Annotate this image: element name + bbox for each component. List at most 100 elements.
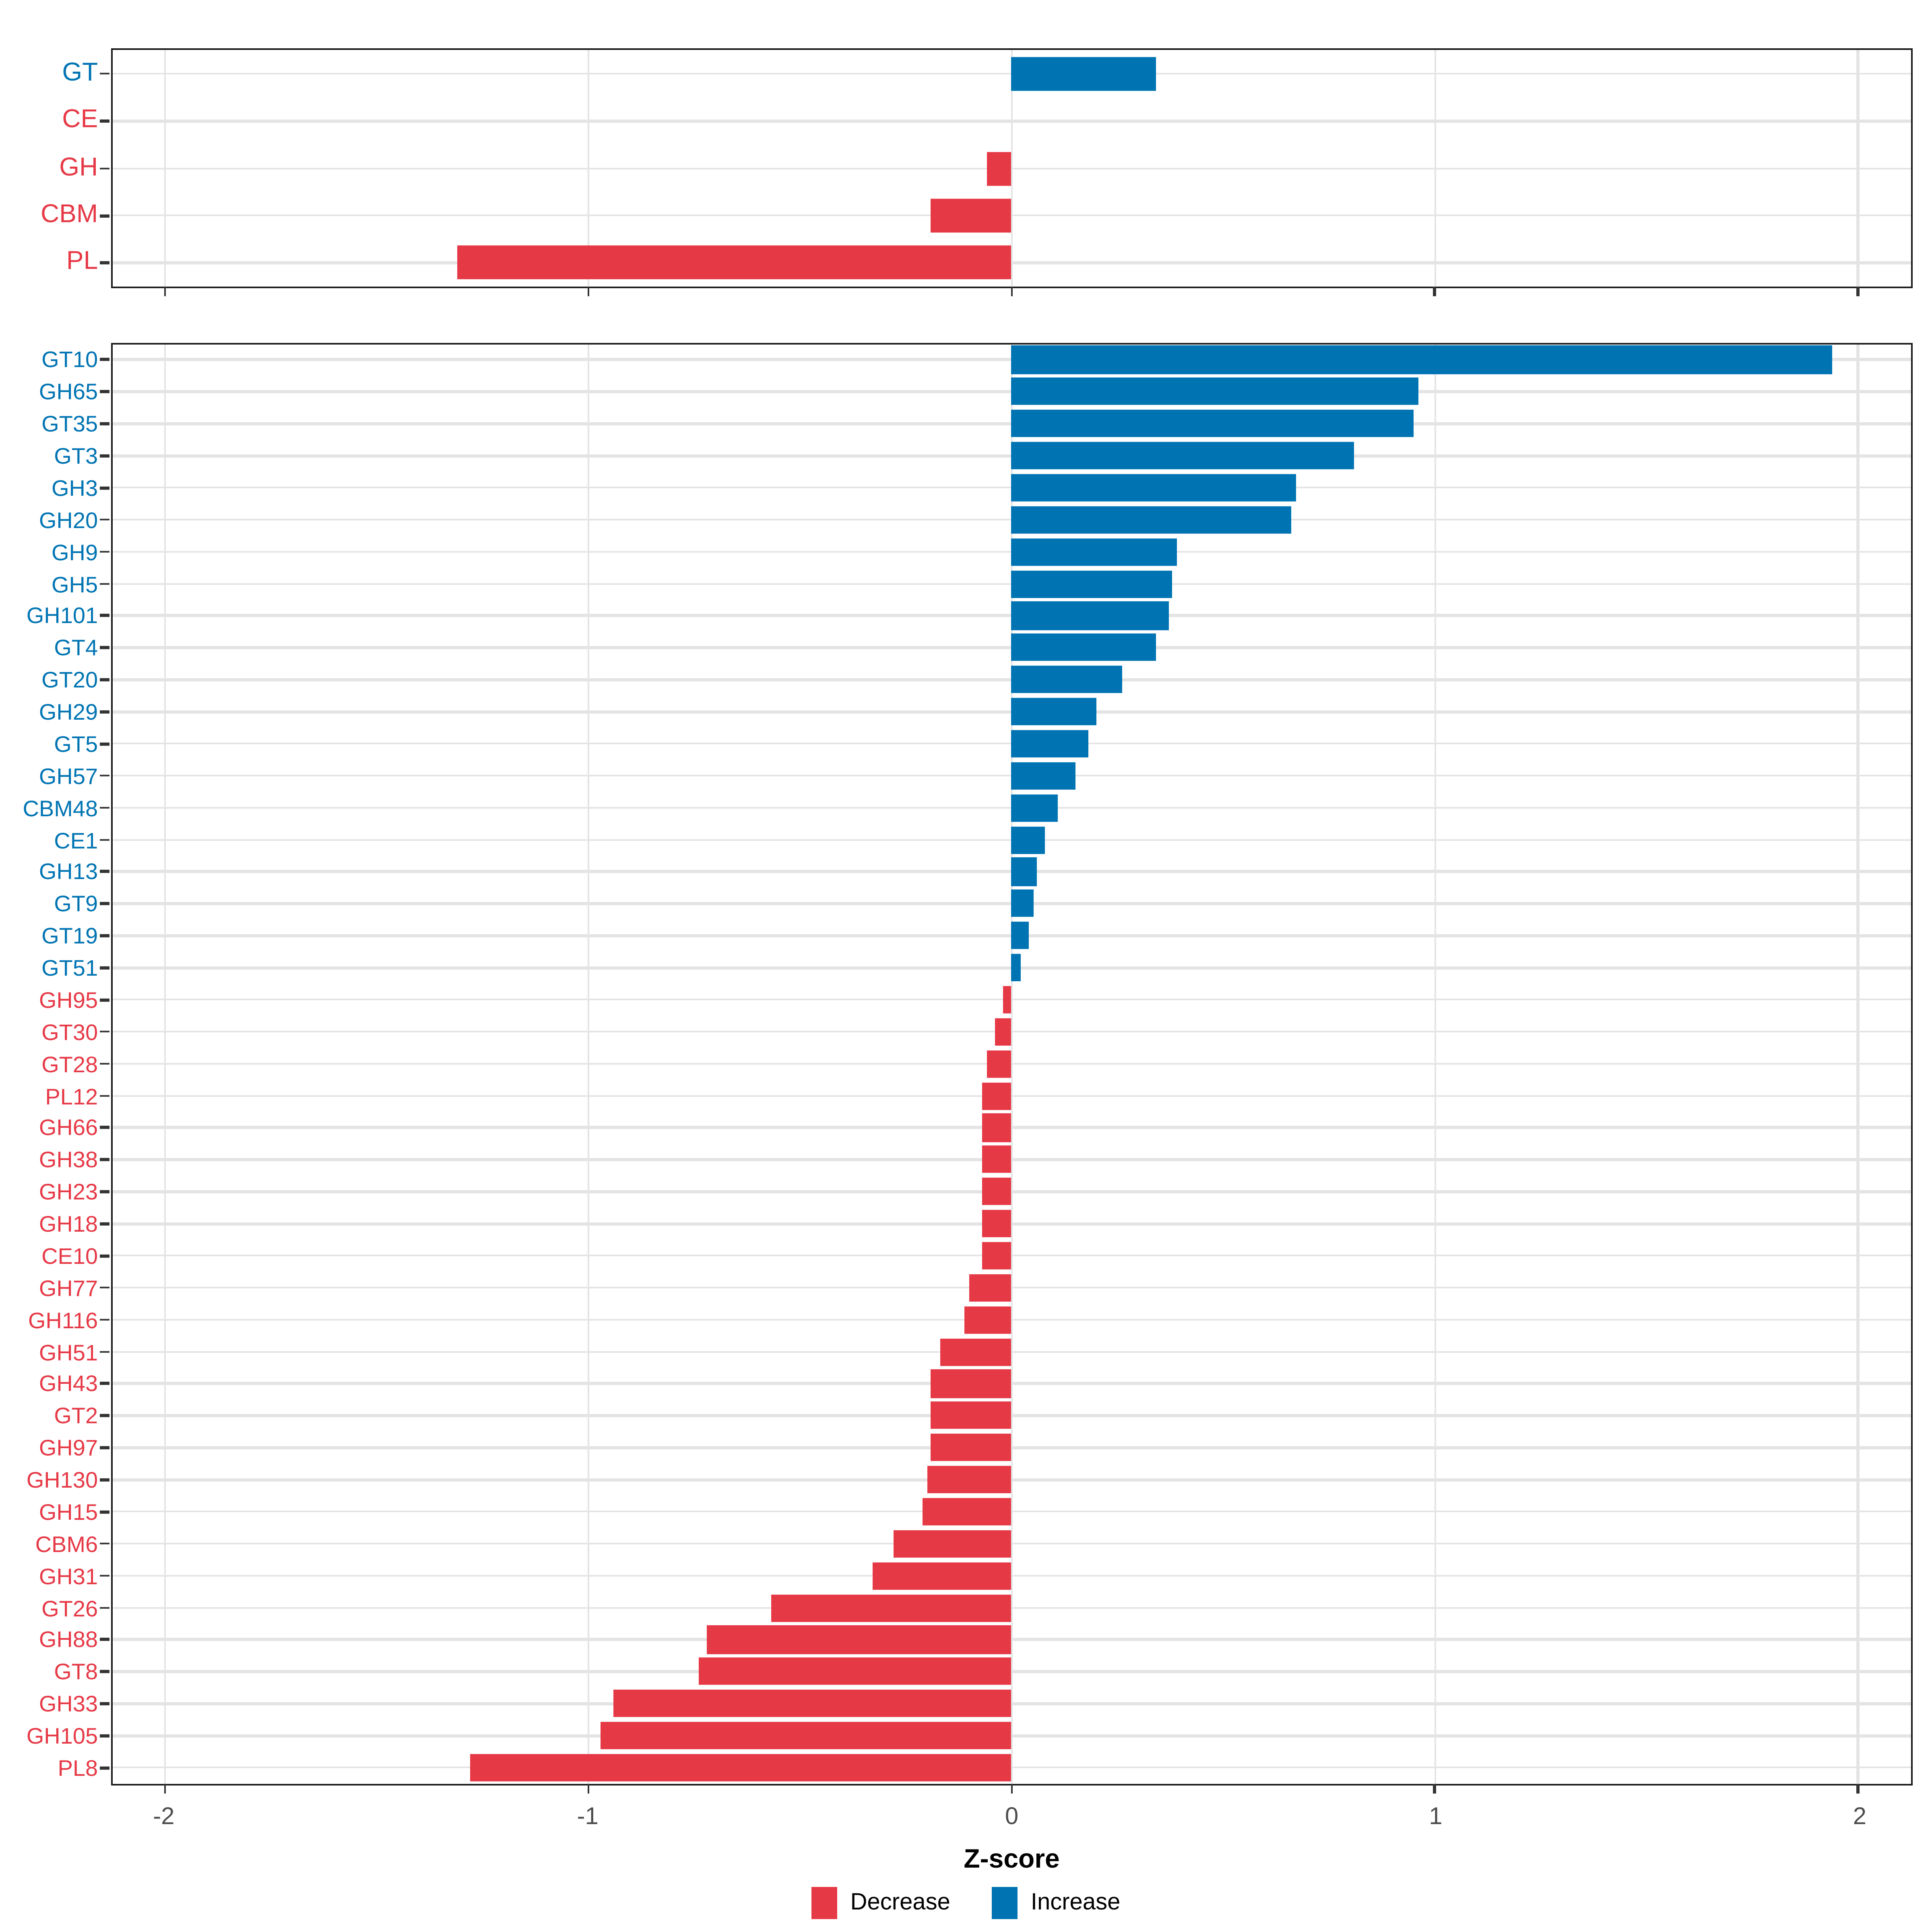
chart-row-GT4: GT4: [54, 632, 1911, 664]
legend-label-increase: Increase: [1030, 1890, 1121, 1915]
y-axis-tick-mark: [99, 582, 110, 585]
bar-GT9: [1011, 890, 1033, 918]
bar-GH9: [1011, 538, 1177, 566]
x-axis-tick-label--2: -2: [153, 1803, 175, 1831]
chart-row-GT: GT: [62, 50, 1911, 97]
bar-GT2: [931, 1402, 1012, 1430]
x-axis-tick-mark: [1010, 1783, 1013, 1794]
chart-row-GH20: GH20: [39, 504, 1911, 536]
y-axis-tick-mark: [99, 678, 110, 681]
bar-GH105: [601, 1722, 1012, 1750]
bar-PL8: [470, 1754, 1012, 1781]
bar-GT: [1011, 57, 1156, 91]
bar-GH97: [931, 1434, 1012, 1461]
x-axis-tick-mark: [1433, 286, 1437, 297]
y-axis-label-GT8: GT8: [54, 1659, 98, 1685]
y-axis-tick-mark: [99, 1670, 110, 1673]
y-axis-label-CBM48: CBM48: [23, 795, 98, 821]
y-axis-label-GH130: GH130: [26, 1467, 98, 1493]
y-axis-tick-mark: [99, 1478, 110, 1481]
y-axis-tick-mark: [99, 1638, 110, 1641]
y-axis-label-GH105: GH105: [26, 1723, 98, 1749]
y-axis-tick-mark: [99, 1510, 110, 1513]
increase-color-swatch: [992, 1887, 1018, 1919]
bar-GT19: [1011, 922, 1029, 949]
y-axis-label-GH31: GH31: [39, 1563, 98, 1589]
bar-GH29: [1011, 698, 1096, 726]
y-axis-tick-mark: [99, 1318, 110, 1321]
bar-GT10: [1011, 346, 1833, 374]
v-gridline: [164, 50, 167, 287]
y-axis-label-GH116: GH116: [28, 1307, 98, 1333]
chart-row-GH57: GH57: [39, 760, 1911, 792]
x-axis-tick-label--1: -1: [577, 1803, 599, 1831]
bar-GT3: [1011, 442, 1355, 470]
y-axis-tick-mark: [99, 742, 110, 745]
y-axis-label-GH: GH: [59, 154, 98, 182]
y-axis-label-CE: CE: [62, 106, 98, 134]
y-axis-tick-mark: [99, 646, 110, 649]
y-axis-tick-mark: [99, 1254, 110, 1257]
y-axis-tick-mark: [99, 1062, 110, 1065]
y-axis-tick-mark: [99, 167, 110, 170]
bar-GT4: [1011, 634, 1156, 662]
decrease-color-swatch: [811, 1887, 838, 1919]
y-axis-tick-mark: [99, 1350, 110, 1353]
y-axis-tick-mark: [99, 550, 110, 553]
y-axis-label-GH23: GH23: [39, 1179, 98, 1205]
v-gridline: [587, 50, 590, 287]
y-axis-tick-mark: [99, 966, 110, 969]
v-gridline: [1434, 344, 1436, 1784]
y-axis-tick-mark: [99, 120, 110, 123]
y-axis-tick-mark: [99, 454, 110, 457]
y-axis-label-GH88: GH88: [39, 1627, 98, 1653]
y-axis-label-GT28: GT28: [41, 1051, 98, 1077]
chart-row-GT35: GT35: [41, 408, 1911, 440]
y-axis-label-GT10: GT10: [41, 347, 98, 373]
bar-CE10: [982, 1242, 1012, 1269]
bar-GH13: [1011, 858, 1037, 886]
chart-row-GT5: GT5: [54, 728, 1911, 760]
y-axis-tick-mark: [99, 902, 110, 905]
chart-row-GT9: GT9: [54, 888, 1911, 920]
y-axis-label-GH9: GH9: [52, 539, 98, 565]
x-axis-tick-label-1: 1: [1429, 1803, 1443, 1831]
legend-label-decrease: Decrease: [850, 1890, 950, 1915]
x-axis-tick-labels: -2 -1 0 1 2: [111, 1805, 1913, 1834]
chart-row-GT3: GT3: [54, 440, 1911, 472]
bar-GH57: [1011, 762, 1075, 790]
y-axis-tick-mark: [99, 358, 110, 361]
v-gridline: [1857, 50, 1860, 287]
bar-GH5: [1011, 570, 1173, 598]
x-axis-tick-mark: [1010, 286, 1013, 297]
y-axis-tick-mark: [99, 1446, 110, 1449]
chart-row-GH5: GH5: [52, 568, 1911, 600]
bar-CBM48: [1011, 794, 1059, 822]
y-axis-tick-mark: [99, 422, 110, 425]
x-axis-tick-mark: [1857, 286, 1860, 297]
bar-GH116: [965, 1306, 1012, 1333]
y-axis-tick-mark: [99, 806, 110, 809]
family-panel: GT10 GH65 GT35 GT3 GH3 GH20 GH9 GH5 GH101 GT4 GT20…: [23, 342, 1913, 1794]
y-axis-label-CE1: CE1: [54, 827, 98, 853]
y-axis-tick-mark: [99, 1094, 110, 1097]
y-axis-tick-mark: [99, 390, 110, 393]
class-panel: GT CE GH CBM PL: [41, 48, 1913, 297]
y-axis-tick-mark: [99, 1606, 110, 1609]
y-axis-label-GT9: GT9: [54, 891, 98, 917]
chart-row-GT10: GT10: [41, 344, 1911, 376]
v-gridline: [1010, 50, 1013, 287]
chart-row-GH29: GH29: [39, 696, 1911, 728]
y-axis-tick-mark: [99, 998, 110, 1001]
y-axis-label-GH3: GH3: [52, 475, 98, 501]
y-axis-label-GT2: GT2: [54, 1403, 98, 1429]
bar-GT28: [986, 1050, 1012, 1077]
bar-CBM6: [893, 1530, 1012, 1558]
y-axis-tick-mark: [99, 72, 110, 75]
bar-GH77: [969, 1274, 1012, 1302]
chart-row-CE1: CE1: [54, 824, 1911, 856]
y-axis-label-GH38: GH38: [39, 1147, 98, 1173]
bar-GH15: [923, 1498, 1012, 1525]
y-axis-label-GH29: GH29: [39, 699, 98, 725]
bar-GH43: [931, 1370, 1012, 1397]
